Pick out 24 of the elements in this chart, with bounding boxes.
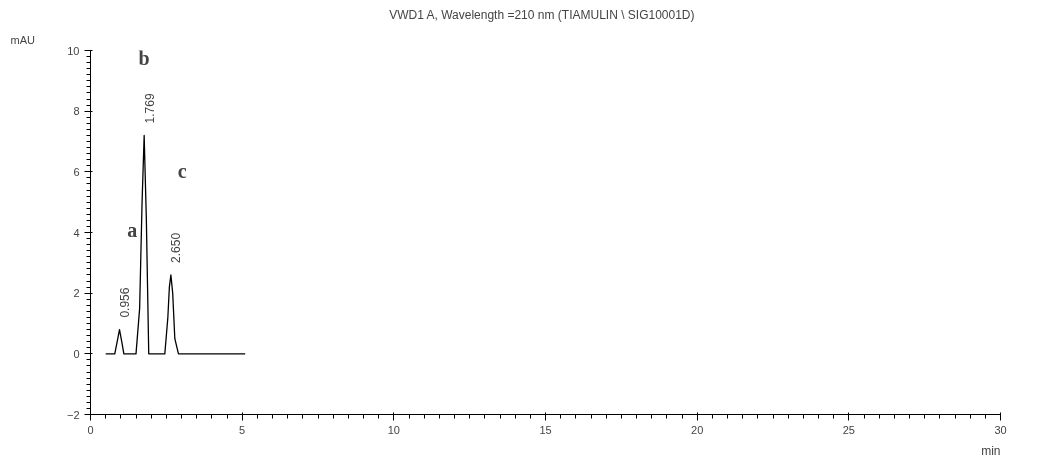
annotation: b <box>138 47 150 70</box>
chart-title: VWD1 A, Wavelength =210 nm (TIAMULIN \ SIG10001D) <box>389 7 695 22</box>
y-axis-title: mAU <box>10 33 35 46</box>
x-tick-label: 5 <box>239 423 246 436</box>
y-tick-label: 6 <box>73 165 80 178</box>
x-tick-label: 20 <box>691 423 704 436</box>
y-tick-label: 2 <box>73 287 80 300</box>
x-tick-label: 0 <box>87 423 94 436</box>
y-tick-label: 4 <box>73 226 80 239</box>
x-tick-label: 25 <box>842 423 855 436</box>
y-tick-label: 8 <box>73 105 80 118</box>
annotation: a <box>127 219 138 242</box>
x-tick-label: 15 <box>539 423 552 436</box>
y-tick-label: 10 <box>67 44 80 57</box>
y-tick-label: −2 <box>66 408 80 421</box>
y-tick-label: 0 <box>73 347 80 360</box>
x-tick-label: 10 <box>387 423 400 436</box>
annotation: c <box>177 160 187 183</box>
annotation: 0.956 <box>118 287 132 318</box>
x-axis-title: min <box>981 443 1001 458</box>
line-series <box>105 134 246 355</box>
x-tick-label: 30 <box>994 423 1007 436</box>
annotation: 2.650 <box>169 232 184 263</box>
annotation: 1.769 <box>142 93 157 124</box>
